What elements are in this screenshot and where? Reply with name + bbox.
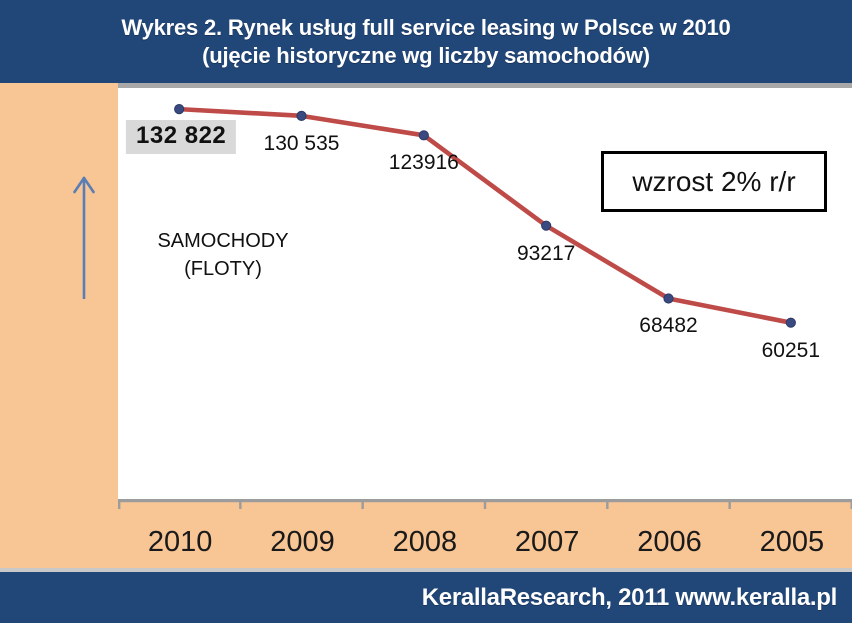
axis-tick [850,499,852,509]
data-label-2009: 130 535 [263,131,340,155]
series-label-line1: SAMOCHODY [157,230,289,252]
data-label-2006: 68482 [639,314,698,338]
axis-tick [118,499,121,509]
x-tick-label-2009: 2009 [270,526,335,558]
plot-top-border [118,83,852,88]
data-label-2010: 132 822 [126,120,237,155]
title-banner: Wykres 2. Rynek usług full service leasi… [0,0,852,83]
axis-tick [361,499,364,509]
x-tick-label-2007: 2007 [514,526,580,558]
data-point-2009 [296,110,307,121]
annotation-text: wzrost 2% r/r [632,165,796,197]
data-label-2005: 60251 [761,338,821,362]
x-tick-label-2005: 2005 [759,526,825,558]
divider-line [0,568,852,572]
footer-bar: KerallaResearch, 2011 www.keralla.pl [0,572,852,623]
annotation-box: wzrost 2% r/r [601,151,827,212]
line-chart [118,104,852,509]
x-tick-label-2008: 2008 [392,526,458,558]
data-point-2006 [663,293,674,304]
axis-tick [239,499,242,509]
up-arrow-icon [73,176,95,299]
chart-title-line2: (ujęcie historyczne wg liczby samochodów… [202,42,650,68]
series-line [176,106,794,325]
x-tick-label-2010: 2010 [147,526,213,558]
chart-title-line1: Wykres 2. Rynek usług full service leasi… [121,14,731,40]
axis-tick [606,499,609,509]
series-label: SAMOCHODY (FLOTY) [142,227,304,283]
data-point-2005 [785,317,796,328]
series-label-line2: (FLOTY) [184,258,262,280]
data-label-2007: 93217 [516,241,576,265]
axis-tick [728,499,731,509]
data-label-2008: 123916 [388,151,459,175]
data-point-2008 [418,130,429,141]
chart-area: 132 822 130 535 123916 93217 68482 60251… [0,83,852,568]
x-tick-label-2006: 2006 [637,526,702,558]
data-point-2010 [174,104,185,115]
data-point-2007 [541,220,552,231]
axis-tick [483,499,487,509]
footer-text: KerallaResearch, 2011 www.keralla.pl [421,583,838,611]
